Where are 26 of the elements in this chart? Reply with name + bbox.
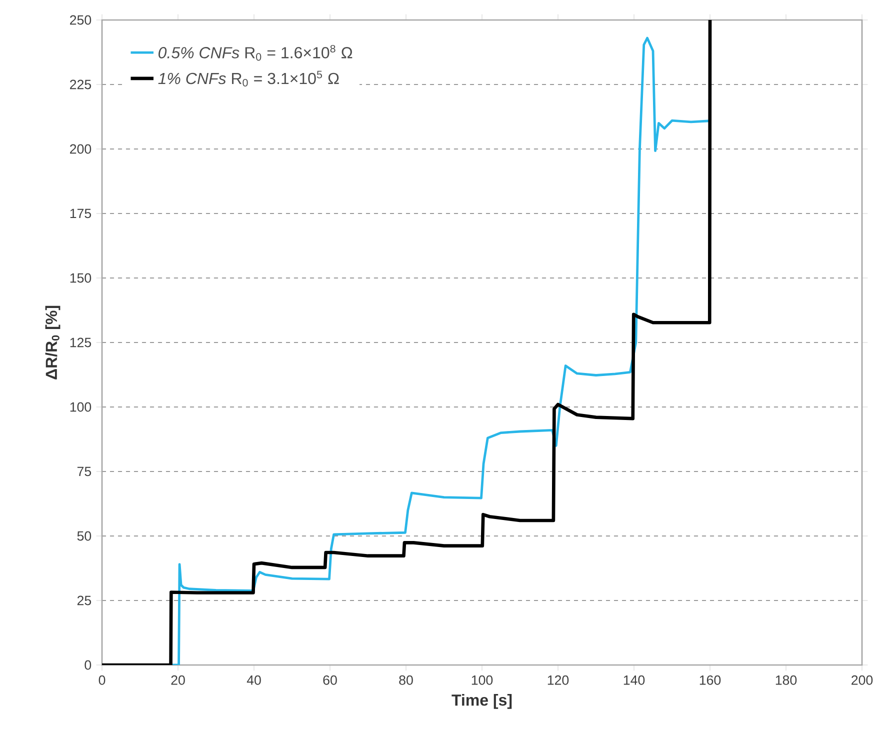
x-tick-label: 100 [472, 675, 493, 685]
y-tick-label: 100 [70, 402, 92, 412]
y-tick-label: 50 [77, 531, 92, 541]
y-tick-label: 75 [77, 466, 92, 476]
x-tick-label: 20 [171, 675, 185, 685]
legend-label: 0.5% CNFs R$_{0}$ = 1.6×10$^{8}$ Ω [158, 44, 352, 61]
y-tick-label: 125 [70, 338, 92, 348]
y-tick-label: 150 [70, 273, 92, 283]
legend-label: 1% CNFs R$_{0}$ = 3.1×10$^{5}$ Ω [158, 70, 339, 87]
y-tick-label: 200 [70, 144, 92, 154]
x-tick-label: 180 [776, 675, 797, 685]
x-tick-label: 140 [624, 675, 645, 685]
x-axis-title: Time [s] [452, 694, 512, 709]
y-tick-label: 175 [70, 208, 92, 218]
y-tick-label: 0 [84, 660, 92, 670]
y-tick-label: 250 [70, 15, 92, 25]
x-tick-label: 160 [700, 675, 721, 685]
y-tick-label: 225 [70, 80, 92, 90]
y-axis-title: ΔR/R$_{0}$ [%] [45, 306, 60, 380]
x-tick-label: 0 [98, 675, 106, 685]
x-tick-label: 120 [548, 675, 569, 685]
y-tick-label: 25 [77, 596, 92, 606]
x-tick-label: 80 [399, 675, 413, 685]
x-tick-label: 60 [323, 675, 337, 685]
x-tick-label: 40 [246, 675, 261, 685]
x-tick-label: 200 [852, 675, 873, 685]
